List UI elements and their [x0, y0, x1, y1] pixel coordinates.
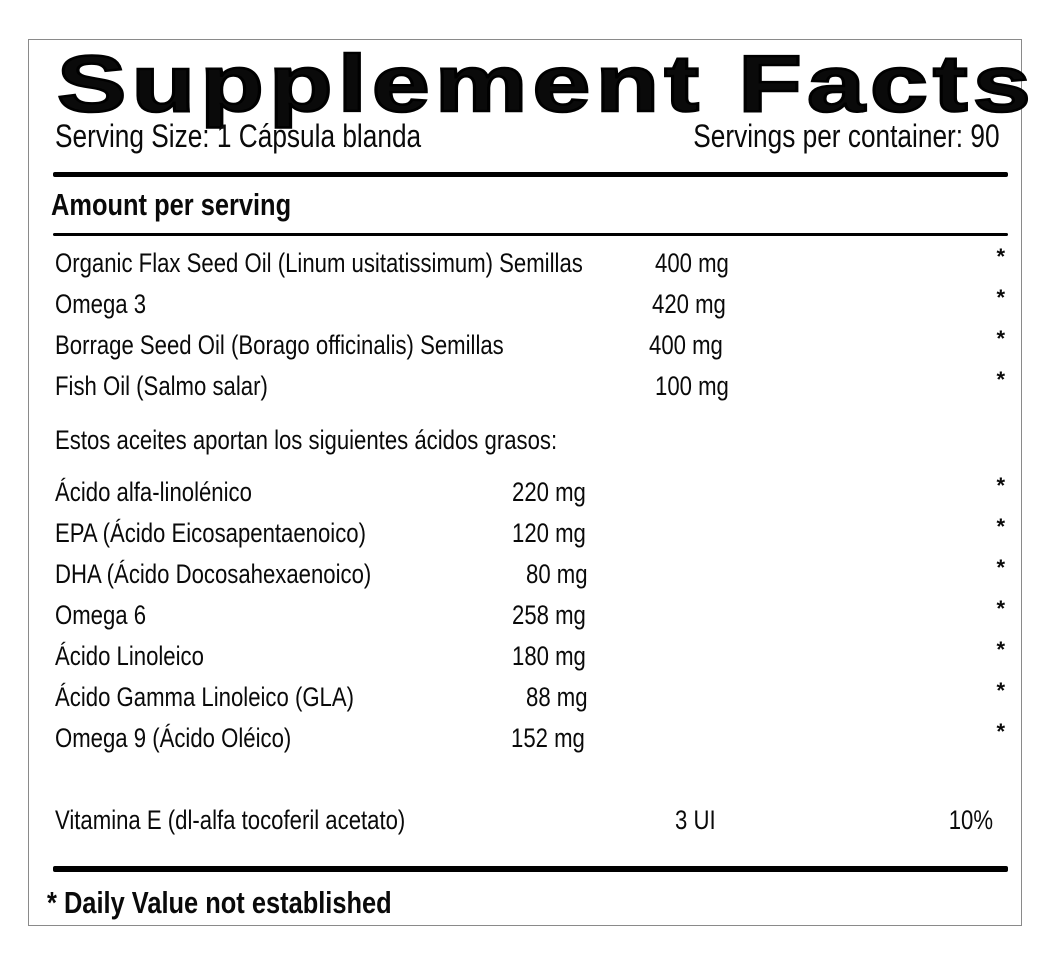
label-title: Supplement Facts	[55, 39, 1036, 128]
divider	[53, 233, 1008, 236]
thick-divider	[53, 172, 1008, 177]
amount-per-serving-header: Amount per serving	[51, 187, 292, 222]
fatty-acid-row: Omega 6 258 mg *	[55, 596, 1005, 630]
fatty-acid-row: EPA (Ácido Eicosapentaenoico) 120 mg *	[55, 514, 1005, 548]
fatty-acids-note: Estos aceites aportan los siguientes áci…	[55, 425, 558, 455]
ingredient-row: Organic Flax Seed Oil (Linum usitatissim…	[55, 244, 1005, 278]
serving-size: Serving Size: 1 Cápsula blanda	[55, 118, 422, 154]
fatty-acid-row: Ácido alfa-linolénico 220 mg *	[55, 473, 1005, 507]
supplement-facts-label: Supplement Facts Serving Size: 1 Cápsula…	[28, 39, 1032, 926]
servings-per-container: Servings per container: 90	[693, 118, 1000, 154]
daily-value-footnote: * Daily Value not established	[47, 885, 392, 920]
fatty-acid-row: Omega 9 (Ácido Oléico) 152 mg *	[55, 719, 1005, 753]
thick-divider-bottom	[53, 866, 1008, 872]
ingredient-row: Borrage Seed Oil (Borago officinalis) Se…	[55, 326, 1005, 360]
fatty-acid-row: DHA (Ácido Docosahexaenoico) 80 mg *	[55, 555, 1005, 589]
ingredient-row: Fish Oil (Salmo salar) 100 mg *	[55, 367, 1005, 401]
vitamin-row: Vitamina E (dl-alfa tocoferil acetato) 3…	[55, 805, 993, 835]
fatty-acid-row: Ácido Gamma Linoleico (GLA) 88 mg *	[55, 678, 1005, 712]
ingredient-row: Omega 3 420 mg *	[55, 285, 1005, 319]
fatty-acid-row: Ácido Linoleico 180 mg *	[55, 637, 1005, 671]
